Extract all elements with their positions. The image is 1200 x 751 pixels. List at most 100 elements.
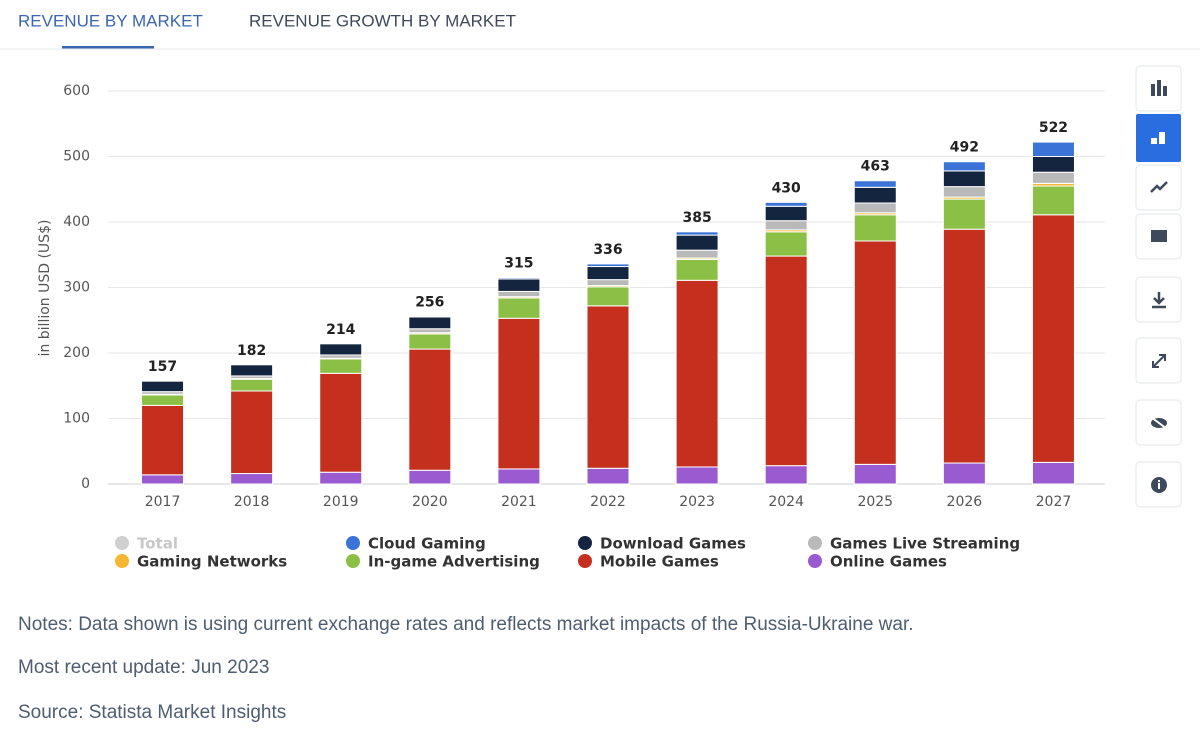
x-tick-label: 2025 (857, 494, 893, 510)
bar-segment (586, 467, 630, 485)
bar-segment (497, 297, 541, 319)
bar-segment (853, 180, 897, 188)
bar-segment (408, 315, 452, 318)
icon (1151, 138, 1157, 144)
icon (1151, 84, 1155, 96)
bar-segment (497, 277, 541, 280)
legend-marker (808, 536, 822, 550)
legend-marker (808, 554, 822, 568)
total-label: 336 (593, 242, 622, 258)
total-label: 430 (772, 180, 801, 196)
bar-segment (764, 220, 808, 231)
x-tick-label: 2018 (234, 494, 270, 510)
bar-segment (675, 231, 719, 236)
bar-segment (586, 305, 630, 469)
bar-segment (408, 316, 452, 330)
legend-label: Download Games (600, 535, 746, 553)
note: Most recent update: Jun 2023 (18, 657, 270, 678)
legend-label: Online Games (830, 553, 947, 571)
note: Notes: Data shown is using current excha… (18, 614, 914, 635)
legend-marker (346, 554, 360, 568)
bar-segment (942, 198, 986, 230)
icon (1152, 354, 1166, 368)
bar-segment (586, 279, 630, 287)
y-tick-label: 200 (63, 345, 90, 361)
y-tick-label: 400 (63, 214, 90, 230)
bar-segment (942, 228, 986, 464)
note: Source: Statista Market Insights (18, 702, 287, 723)
x-tick-label: 2023 (679, 494, 715, 510)
tab-underline (62, 46, 154, 49)
bar-segment (764, 465, 808, 485)
total-label: 463 (861, 159, 890, 175)
y-tick-label: 300 (63, 280, 90, 296)
total-label: 385 (682, 210, 711, 226)
bar-segment (853, 240, 897, 465)
bar-segment (141, 394, 185, 406)
bar-segment (853, 463, 897, 485)
bar-segment (675, 466, 719, 485)
bar-segment (1031, 141, 1075, 157)
bar-segment (675, 258, 719, 281)
total-label: 182 (237, 343, 266, 359)
x-tick-label: 2026 (947, 494, 983, 510)
bar-segment (408, 333, 452, 350)
x-tick-label: 2019 (323, 494, 359, 510)
bar-segment (230, 364, 274, 377)
legend-label: Gaming Networks (137, 553, 287, 571)
bar-segment (141, 404, 185, 476)
y-tick-label: 0 (81, 476, 90, 492)
legend-label: Cloud Gaming (368, 535, 486, 553)
chart: REVENUE BY MARKET REVENUE GROWTH BY MARK… (0, 11, 1200, 571)
legend-marker (346, 536, 360, 550)
tab[interactable]: REVENUE GROWTH BY MARKET (249, 11, 516, 30)
bar-segment (675, 279, 719, 468)
x-tick-label: 2017 (145, 494, 181, 510)
bar-segment (853, 186, 897, 204)
icon (1150, 181, 1168, 193)
bar-segment (319, 372, 363, 473)
legend-label: Mobile Games (600, 553, 719, 571)
total-label: 214 (326, 322, 355, 338)
icon (1159, 132, 1165, 144)
bar-segment (141, 474, 185, 485)
bar-segment (497, 278, 541, 292)
bar-segment (497, 290, 541, 298)
bar-segment (408, 328, 452, 334)
x-tick-label: 2027 (1036, 494, 1072, 510)
bar-segment (764, 205, 808, 222)
x-tick-label: 2021 (501, 494, 537, 510)
total-label: 256 (415, 294, 444, 310)
y-tick-label: 500 (63, 149, 90, 165)
bar-segment (1031, 214, 1075, 463)
bar-segment (853, 214, 897, 242)
total-label: 157 (148, 359, 177, 375)
bar-segment (586, 286, 630, 307)
bar-segment (675, 234, 719, 251)
bar-segment (497, 468, 541, 485)
icon (1158, 483, 1160, 489)
bar-segment (230, 378, 274, 392)
bar-segment (853, 202, 897, 214)
bar-segment (408, 348, 452, 471)
legend-label: In-game Advertising (368, 553, 540, 571)
icon (1151, 230, 1167, 242)
bar-segment (675, 249, 719, 259)
bar-segment (230, 473, 274, 485)
icon (1158, 480, 1160, 482)
bar-segment (408, 469, 452, 485)
bar-segment (764, 231, 808, 257)
legend-marker (578, 536, 592, 550)
legend-marker (115, 536, 129, 550)
tool-button-active[interactable] (1136, 114, 1181, 162)
bar-segment (1031, 461, 1075, 485)
tab-active[interactable]: REVENUE BY MARKET (18, 11, 203, 30)
y-tick-label: 600 (63, 83, 90, 99)
total-label: 315 (504, 256, 533, 272)
icon (1152, 292, 1166, 309)
toolbar (1135, 65, 1182, 508)
x-tick-label: 2022 (590, 494, 626, 510)
icon (1157, 80, 1161, 96)
x-tick-label: 2024 (768, 494, 804, 510)
